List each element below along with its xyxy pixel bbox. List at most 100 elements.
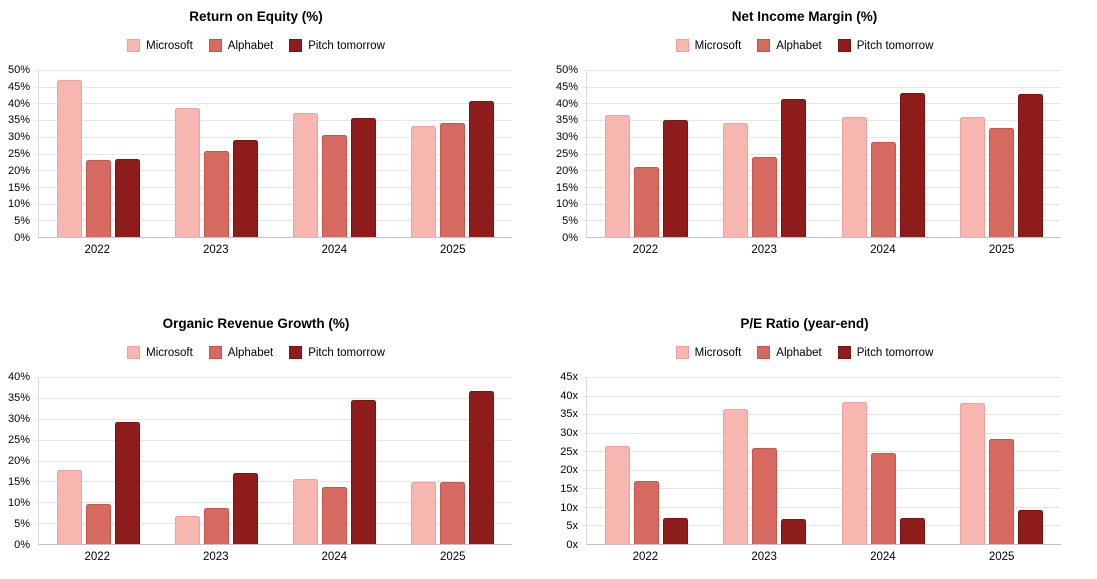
bar-groups [39,377,512,544]
bar-microsoft-2024 [293,113,319,237]
y-axis-tick-label: 30x [560,427,578,440]
bar-groups [587,377,1061,544]
x-axis-category-label: 2023 [751,551,777,563]
x-axis-labels: 2022 2023 2024 2025 [586,244,1061,256]
gridline [35,481,512,483]
gridline [583,395,1061,397]
y-axis-tick-label: 50% [555,64,578,76]
y-axis-tick-label: 10x [560,501,578,514]
y-axis-tick-label: 25% [7,434,30,446]
gridline [35,502,512,504]
bar-alphabet-2022 [633,480,659,544]
bar-group-2022 [587,377,706,544]
bar-group-2025 [943,70,1062,237]
gridline [583,220,1061,222]
bar-pitch-tomorrow-2023 [232,473,258,544]
legend-swatch-icon [289,39,303,52]
legend-item: Alphabet [208,39,273,52]
y-axis-tick-label: 25% [7,148,30,160]
bar-alphabet-2024 [870,453,896,544]
bar-group-2023 [706,70,825,237]
legend-swatch-icon [675,39,689,52]
bar-pitch-tomorrow-2025 [1018,94,1044,237]
y-axis-tick-label: 35% [555,114,578,127]
bar-microsoft-2025 [960,402,986,544]
bar-alphabet-2024 [870,142,896,237]
bar-pitch-tomorrow-2025 [469,101,495,237]
x-axis-category-label: 2022 [632,551,659,563]
x-axis-category-label: 2025 [988,244,1015,256]
gridline [35,377,512,378]
bar-group-2023 [157,377,275,544]
y-axis-tick-label: 20% [7,164,30,177]
y-axis-tick-label: 40% [7,97,30,110]
bar-microsoft-2022 [56,80,82,237]
bar-pitch-tomorrow-2024 [899,517,925,544]
bar-pitch-tomorrow-2022 [662,120,688,237]
bar-group-2024 [276,377,394,544]
bar-pitch-tomorrow-2023 [781,518,807,544]
gridline [583,103,1061,105]
legend-swatch-icon [208,346,222,359]
gridline [583,469,1061,471]
x-axis-category-label: 2024 [870,244,896,256]
bar-microsoft-2024 [841,401,867,544]
bar-alphabet-2022 [85,159,111,237]
y-axis-tick-label: 0% [14,539,30,551]
bar-alphabet-2022 [633,166,659,237]
legend-item: Alphabet [757,346,822,359]
bar-alphabet-2023 [752,447,778,544]
bar-pitch-tomorrow-2023 [781,98,807,237]
legend-label: Alphabet [227,346,274,359]
x-axis-category-label: 2024 [870,551,896,563]
gridline [583,488,1061,490]
gridline [583,203,1061,205]
legend-swatch-icon [675,346,689,359]
gridline [35,120,512,122]
gridline [35,186,512,188]
legend-swatch-icon [127,39,141,52]
legend-label: Alphabet [776,346,822,359]
y-axis-tick-label: 25x [560,445,578,458]
y-axis-tick-label: 10% [555,198,578,211]
y-axis-tick-label: 15% [7,181,30,194]
y-axis-tick-label: 15% [555,181,578,194]
bar-pitch-tomorrow-2024 [351,118,377,237]
y-axis-tick-label: 30% [7,413,30,425]
y-axis-tick-label: 15x [560,483,578,496]
plot-row: 0% 5% 10% 15% 20% 25% 30% 35% 40% 45% 50% [0,64,548,244]
bar-microsoft-2022 [604,115,630,237]
legend-swatch-icon [757,39,771,52]
gridline [583,377,1061,378]
bar-group-2023 [706,377,825,544]
legend-label: Pitch tomorrow [856,346,934,359]
gridline [583,120,1061,122]
bar-microsoft-2025 [411,126,437,237]
y-axis-labels: 0% 5% 10% 15% 20% 25% 30% 35% 40% 45% 50% [548,64,586,244]
gridline [35,397,512,399]
bar-alphabet-2025 [989,128,1015,237]
legend-item: Alphabet [757,39,822,52]
bar-alphabet-2025 [989,438,1015,544]
gridline [583,432,1061,434]
y-axis-tick-label: 20% [555,164,578,177]
bar-group-2022 [39,70,157,237]
y-axis-tick-label: 30% [555,131,578,144]
legend-label: Pitch tomorrow [308,39,385,52]
bar-pitch-tomorrow-2024 [351,399,377,544]
legend-swatch-icon [837,39,851,52]
bar-pitch-tomorrow-2025 [469,390,495,544]
y-axis-tick-label: 20x [560,464,578,477]
y-axis-tick-label: 5% [14,215,30,228]
bar-group-2022 [587,70,706,237]
x-axis-category-label: 2025 [988,551,1015,563]
bar-alphabet-2023 [752,156,778,237]
gridline [583,136,1061,138]
bar-alphabet-2024 [322,486,348,544]
bar-alphabet-2022 [85,503,111,544]
bar-group-2024 [824,70,943,237]
bar-pitch-tomorrow-2025 [1018,509,1044,544]
bar-alphabet-2025 [440,122,466,237]
y-axis-tick-label: 5% [562,215,578,228]
